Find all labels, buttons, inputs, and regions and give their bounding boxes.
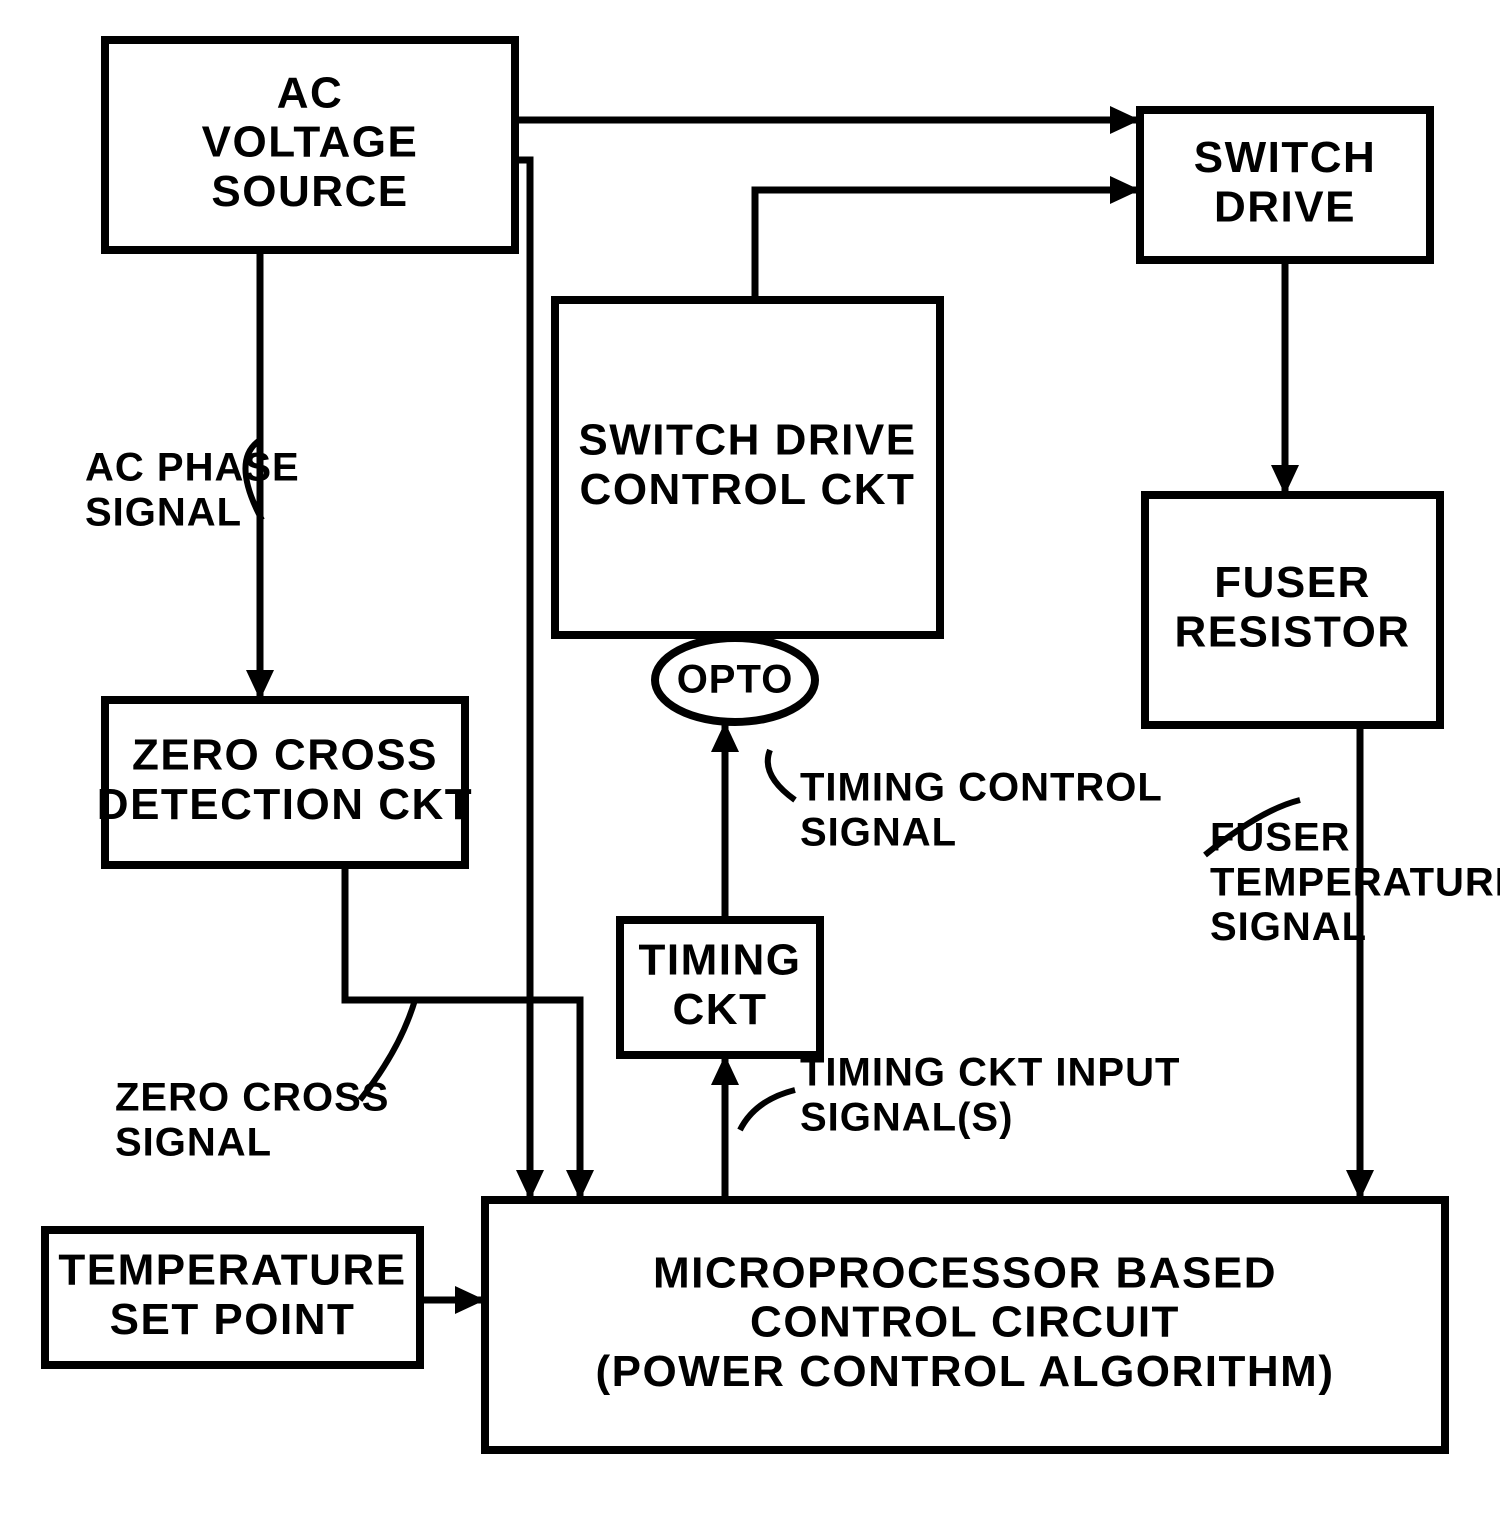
ac_phase-text: AC PHASE <box>85 446 300 490</box>
micro-label: CONTROL CIRCUIT <box>750 1298 1180 1347</box>
fuser_temp-text: FUSER <box>1210 816 1351 860</box>
sdc-label: CONTROL CKT <box>580 465 916 514</box>
ac_phase-label: AC PHASESIGNAL <box>85 446 300 535</box>
swdrive-box: SWITCHDRIVE <box>1140 110 1430 260</box>
ac-label: SOURCE <box>211 167 408 216</box>
timing_in-label: TIMING CKT INPUTSIGNAL(S) <box>800 1051 1180 1140</box>
fuser_temp-text: SIGNAL <box>1210 905 1367 949</box>
temp-label: TEMPERATURE <box>58 1245 406 1294</box>
micro-label: (POWER CONTROL ALGORITHM) <box>596 1347 1335 1396</box>
zero_sig-text: ZERO CROSS <box>115 1076 389 1120</box>
ac-label: AC <box>277 68 344 117</box>
micro-box: MICROPROCESSOR BASEDCONTROL CIRCUIT(POWE… <box>485 1200 1445 1450</box>
opto: OPTO <box>655 638 815 722</box>
fuser_temp-text: TEMPERATURE <box>1210 860 1500 904</box>
timing-ctl-leader <box>768 750 795 800</box>
fuser-label: RESISTOR <box>1174 607 1410 656</box>
opto-label: OPTO <box>677 658 794 702</box>
ac-label: VOLTAGE <box>202 118 419 167</box>
ac-box: ACVOLTAGESOURCE <box>105 40 515 250</box>
fuser_temp-label: FUSERTEMPERATURESIGNAL <box>1210 816 1500 950</box>
sdc-box: SWITCH DRIVECONTROL CKT <box>555 300 940 635</box>
zero_sig-text: SIGNAL <box>115 1120 272 1164</box>
zero-box: ZERO CROSSDETECTION CKT <box>97 700 473 865</box>
swdrive-label: SWITCH <box>1194 133 1377 182</box>
timing_ctl-label: TIMING CONTROLSIGNAL <box>800 766 1163 855</box>
timing_in-text: TIMING CKT INPUT <box>800 1051 1180 1095</box>
timing_in-text: SIGNAL(S) <box>800 1095 1013 1139</box>
fuser-label: FUSER <box>1214 558 1371 607</box>
timing-box: TIMINGCKT <box>620 920 820 1055</box>
timing-label: CKT <box>673 985 768 1034</box>
sdc-to-swdrive <box>755 190 1140 300</box>
temp-label: SET POINT <box>110 1295 356 1344</box>
sdc-label: SWITCH DRIVE <box>578 415 916 464</box>
zero-label: DETECTION CKT <box>97 780 473 829</box>
timing-label: TIMING <box>639 935 802 984</box>
swdrive-label: DRIVE <box>1214 182 1356 231</box>
timing-in-leader <box>740 1090 795 1130</box>
temp-box: TEMPERATURESET POINT <box>45 1230 420 1365</box>
fuser-box: FUSERRESISTOR <box>1145 495 1440 725</box>
zero_sig-label: ZERO CROSSSIGNAL <box>115 1076 389 1165</box>
ac_phase-text: SIGNAL <box>85 490 242 534</box>
zero-label: ZERO CROSS <box>132 730 438 779</box>
zero-to-micro <box>345 865 580 1200</box>
ac-to-micro <box>515 160 530 1200</box>
micro-label: MICROPROCESSOR BASED <box>653 1248 1277 1297</box>
timing_ctl-text: SIGNAL <box>800 810 957 854</box>
timing_ctl-text: TIMING CONTROL <box>800 766 1163 810</box>
